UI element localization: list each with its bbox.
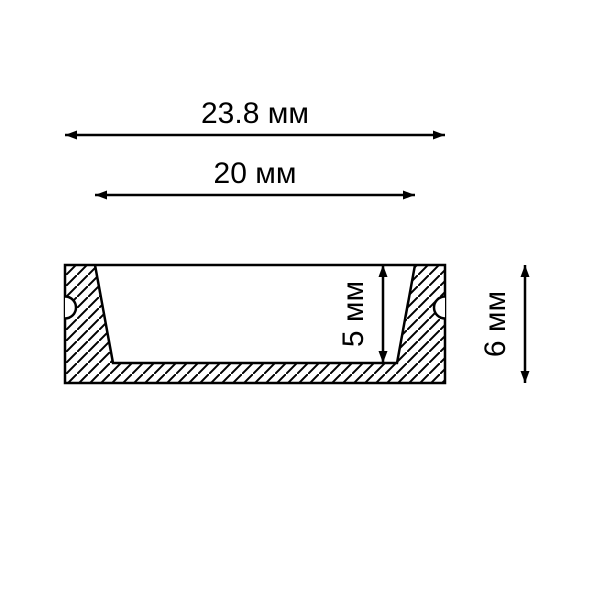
- dim-outer-height-label: 6 мм: [479, 291, 512, 357]
- dim-outer-height: 6 мм: [479, 265, 530, 383]
- dim-outer-width-label: 23.8 мм: [201, 97, 309, 130]
- dim-inner-height: 5 мм: [337, 265, 388, 363]
- dim-inner-height-label: 5 мм: [337, 281, 370, 347]
- dim-inner-width: 20 мм: [95, 157, 415, 200]
- profile-cross-section: [54, 265, 456, 383]
- dim-inner-width-label: 20 мм: [214, 157, 297, 190]
- dim-outer-width: 23.8 мм: [65, 97, 445, 140]
